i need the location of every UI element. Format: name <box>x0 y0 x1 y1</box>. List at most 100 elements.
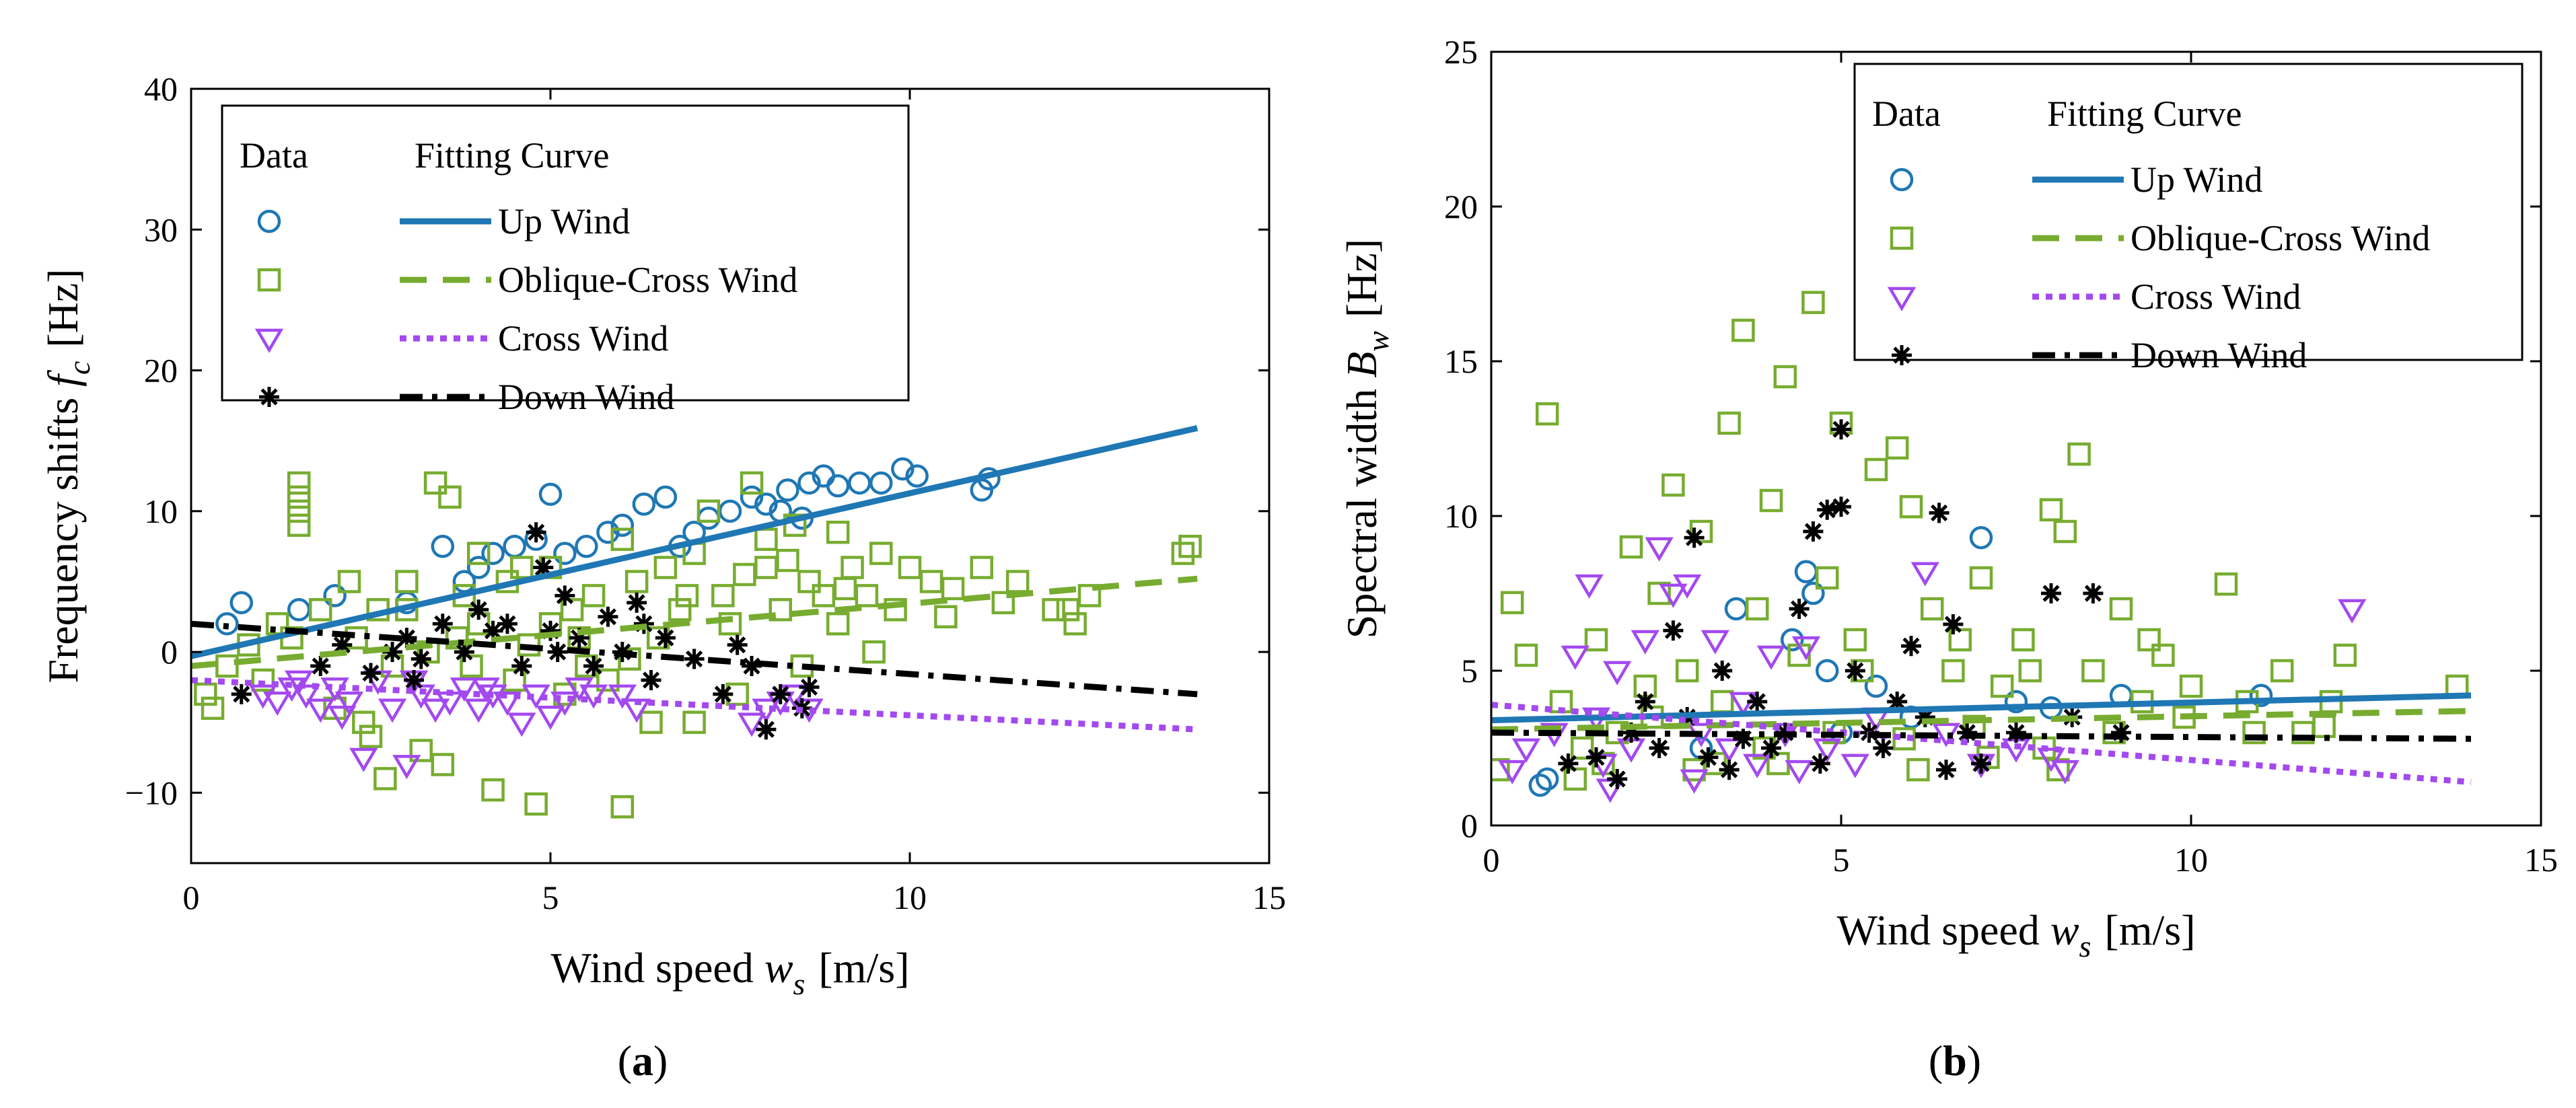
data-point <box>497 614 517 634</box>
data-point <box>1684 527 1705 548</box>
data-point <box>2312 714 2336 739</box>
data-point <box>2151 643 2175 667</box>
y-axis-label: Spectral width Bw[Hz] <box>1338 239 1395 639</box>
data-point <box>1813 738 1842 763</box>
data-point <box>1773 365 1797 389</box>
data-point <box>2083 583 2104 603</box>
data-point <box>1761 738 1781 758</box>
data-point <box>1747 692 1768 712</box>
data-point <box>740 485 764 509</box>
legend-marker <box>259 387 279 407</box>
legend: Data Fitting Curve Up Wind Oblique-Cross Wi… <box>1853 63 2524 375</box>
data-point <box>554 585 575 606</box>
data-point <box>632 492 656 516</box>
data-point <box>1733 729 1754 749</box>
fit-line <box>191 677 1198 733</box>
data-point <box>536 705 565 730</box>
data-point <box>1056 598 1080 622</box>
legend-marker <box>257 209 281 233</box>
data-point <box>1712 661 1733 681</box>
data-point <box>553 542 577 565</box>
data-point <box>826 474 850 498</box>
data-point <box>550 692 579 716</box>
legend-marker <box>1887 287 1917 311</box>
data-point <box>754 556 778 579</box>
data-point <box>1864 674 1888 698</box>
data-point <box>1715 738 1744 763</box>
data-point <box>291 684 321 709</box>
data-point <box>1570 736 1594 760</box>
data-point <box>1616 738 1646 763</box>
data-point <box>421 698 450 723</box>
fit-lines <box>191 424 1198 733</box>
data-point <box>1659 583 1688 608</box>
data-point <box>1864 457 1888 482</box>
data-point <box>1929 503 1949 523</box>
data-point <box>579 684 608 709</box>
data-point <box>905 464 929 488</box>
data-point <box>596 668 620 692</box>
data-point <box>1785 760 1814 784</box>
data-point <box>733 562 756 587</box>
legend-label: Cross Wind <box>2131 276 2301 317</box>
y-tick-label: 20 <box>1444 188 1478 225</box>
data-point <box>2338 599 2367 624</box>
data-point <box>1607 769 1628 789</box>
data-point <box>713 684 734 704</box>
data-point <box>1077 584 1102 607</box>
legend-fit-header: Fitting Curve <box>415 135 610 176</box>
y-axis-label: Frequency shifts fc[Hz] <box>39 268 96 683</box>
data-point <box>560 598 584 622</box>
data-point <box>583 656 604 677</box>
legend: Data Fitting Curve Up Wind Oblique-Cross Wi… <box>221 104 910 417</box>
data-point <box>287 598 311 622</box>
data-point <box>215 612 239 636</box>
data-point <box>229 591 254 615</box>
legend-fit-header: Fitting Curve <box>2047 94 2242 134</box>
legend-box <box>1853 63 2524 361</box>
scatter-layer <box>194 457 1202 819</box>
data-point <box>1899 494 1923 519</box>
data-point <box>1498 760 1527 784</box>
data-point <box>503 534 526 558</box>
data-point <box>1756 645 1786 670</box>
data-point <box>1063 612 1087 636</box>
data-point <box>1873 738 1894 758</box>
data-point <box>1941 659 1965 683</box>
data-point <box>1906 758 1930 782</box>
data-point <box>481 542 505 565</box>
data-point <box>1621 723 1641 743</box>
data-point <box>1673 574 1702 599</box>
fit-line <box>1491 708 2472 733</box>
data-point <box>812 584 836 607</box>
data-point <box>668 598 692 622</box>
data-point <box>1901 636 1921 657</box>
data-point <box>884 598 907 622</box>
data-point <box>524 792 548 816</box>
panel-label: (a) <box>618 1037 668 1084</box>
data-point <box>833 577 857 601</box>
data-point <box>799 677 820 698</box>
data-point <box>1635 692 1655 712</box>
data-point <box>2067 442 2091 466</box>
data-point <box>431 753 455 776</box>
data-point <box>382 642 403 663</box>
data-point <box>2050 760 2079 784</box>
data-point <box>511 656 532 677</box>
data-point <box>754 527 778 551</box>
data-point <box>797 471 821 495</box>
data-point <box>373 767 397 790</box>
data-point <box>1840 753 1869 778</box>
data-point <box>1710 690 1734 714</box>
data-point <box>855 584 879 607</box>
data-point <box>352 710 375 734</box>
data-point <box>754 492 778 516</box>
data-point <box>423 471 448 495</box>
data-point <box>655 628 676 649</box>
legend-marker <box>254 328 284 353</box>
data-point <box>2081 659 2105 683</box>
y-tick-label: 40 <box>144 70 178 108</box>
data-point <box>1831 419 1851 440</box>
data-point <box>641 669 661 690</box>
data-point <box>493 692 522 716</box>
